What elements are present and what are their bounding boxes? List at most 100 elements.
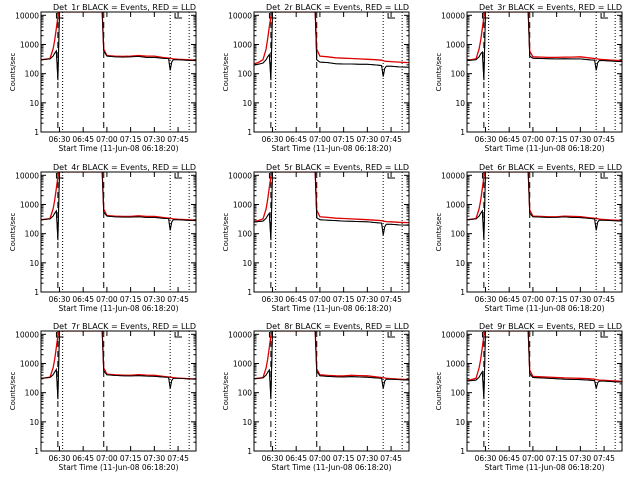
x-tick-label: 07:45 [380, 454, 402, 463]
x-tick-label: 07:30 [144, 454, 166, 463]
y-tick-label: 1000 [233, 359, 252, 368]
plot-frame [253, 330, 410, 452]
series-line-events-overlay [467, 172, 622, 241]
y-tick-label: 1 [460, 288, 465, 297]
y-axis-label: Counts/sec [9, 372, 17, 411]
y-tick-label: 1 [247, 128, 252, 137]
x-tick-label: 07:30 [570, 454, 592, 463]
x-tick-label: 06:45 [285, 454, 307, 463]
panel-title: Det_1r BLACK = Events, RED = LLD [53, 3, 196, 12]
panel-1: Det_1r BLACK = Events, RED = LLD 1 10 100 10… [9, 3, 197, 153]
plot-frame [40, 330, 197, 452]
y-tick-label: 100 [451, 389, 466, 398]
y-tick-label: 1000 [446, 359, 465, 368]
plot-frame [253, 11, 410, 133]
x-tick-label: 07:30 [357, 454, 379, 463]
y-tick-label: 1 [460, 447, 465, 456]
y-tick-label: 1 [247, 447, 252, 456]
x-tick-label: 06:45 [72, 135, 94, 144]
series-line-events [254, 331, 409, 400]
x-axis-label: Start Time (11-Jun-08 06:18:20) [485, 463, 605, 472]
x-tick-label: 07:15 [120, 454, 142, 463]
y-axis-label: Counts/sec [9, 53, 17, 92]
x-tick-label: 07:45 [380, 135, 402, 144]
x-tick-label: 07:15 [546, 454, 568, 463]
series-line-events-overlay [254, 12, 409, 81]
series-line-lld [254, 172, 409, 224]
series-line-events-overlay [467, 12, 622, 81]
x-tick-label: 06:30 [475, 454, 497, 463]
plot-frame [466, 330, 623, 452]
x-tick-label: 06:30 [262, 135, 284, 144]
y-tick-label: 100 [238, 389, 253, 398]
y-tick-label: 100 [238, 230, 253, 239]
y-tick-label: 1000 [446, 200, 465, 209]
panel-title: Det_4r BLACK = Events, RED = LLD [53, 163, 196, 172]
y-tick-label: 10000 [441, 171, 465, 180]
x-tick-label: 07:00 [309, 454, 331, 463]
x-tick-label: 07:30 [144, 295, 166, 304]
y-tick-label: 100 [25, 389, 40, 398]
x-axis-label: Start Time (11-Jun-08 06:18:20) [59, 463, 179, 472]
x-tick-label: 07:45 [593, 135, 615, 144]
plot-frame [253, 171, 410, 293]
y-tick-label: 10 [242, 99, 252, 108]
bracket-annotation [268, 173, 277, 179]
bracket-annotation [600, 13, 609, 19]
panel-title: Det_8r BLACK = Events, RED = LLD [266, 322, 409, 331]
panel-title: Det_2r BLACK = Events, RED = LLD [266, 3, 409, 12]
y-tick-label: 100 [451, 230, 466, 239]
series-line-lld [41, 172, 196, 221]
y-tick-label: 1 [34, 288, 39, 297]
panel-title: Det_6r BLACK = Events, RED = LLD [479, 163, 622, 172]
x-tick-label: 07:45 [167, 135, 189, 144]
panel-8: Det_8r BLACK = Events, RED = LLD 1 10 100 10… [222, 322, 410, 472]
series-line-events-overlay [41, 12, 196, 81]
panel-title: Det_5r BLACK = Events, RED = LLD [266, 163, 409, 172]
bracket-annotation [268, 332, 277, 338]
x-axis-label: Start Time (11-Jun-08 06:18:20) [59, 144, 179, 153]
x-tick-label: 07:00 [522, 135, 544, 144]
x-axis-label: Start Time (11-Jun-08 06:18:20) [485, 144, 605, 153]
panel-3: Det_3r BLACK = Events, RED = LLD 1 10 100 10… [435, 3, 623, 153]
y-tick-label: 10 [29, 418, 39, 427]
x-tick-label: 07:00 [96, 454, 118, 463]
series-line-events-overlay [254, 331, 409, 400]
series-line-events [41, 172, 196, 241]
x-tick-label: 06:30 [262, 454, 284, 463]
x-tick-label: 07:00 [522, 295, 544, 304]
y-axis-label: Counts/sec [435, 372, 443, 411]
bracket-annotation [268, 13, 277, 19]
x-tick-label: 06:30 [49, 454, 71, 463]
x-tick-label: 06:45 [498, 135, 520, 144]
series-line-lld [254, 331, 409, 381]
series-line-events [41, 331, 196, 400]
y-tick-label: 1000 [20, 40, 39, 49]
x-tick-label: 07:30 [357, 295, 379, 304]
panel-title: Det_3r BLACK = Events, RED = LLD [479, 3, 622, 12]
x-tick-label: 07:15 [546, 135, 568, 144]
y-axis-label: Counts/sec [222, 213, 230, 252]
y-tick-label: 100 [238, 70, 253, 79]
x-tick-label: 06:45 [72, 295, 94, 304]
series-line-lld [254, 12, 409, 65]
series-line-events-overlay [254, 172, 409, 241]
series-line-events-overlay [41, 172, 196, 241]
x-tick-label: 07:15 [333, 454, 355, 463]
y-axis-label: Counts/sec [222, 53, 230, 92]
x-tick-label: 06:45 [285, 135, 307, 144]
x-axis-label: Start Time (11-Jun-08 06:18:20) [272, 463, 392, 472]
x-tick-label: 07:15 [333, 135, 355, 144]
series-line-lld [467, 331, 622, 382]
y-tick-label: 10000 [441, 330, 465, 339]
x-tick-label: 07:45 [167, 454, 189, 463]
y-tick-label: 10 [455, 259, 465, 268]
plot-frame [466, 11, 623, 133]
y-axis-label: Counts/sec [9, 213, 17, 252]
x-tick-label: 07:45 [593, 454, 615, 463]
panel-2: Det_2r BLACK = Events, RED = LLD 1 10 100 10… [222, 3, 410, 153]
y-tick-label: 10 [455, 418, 465, 427]
y-tick-label: 10000 [15, 330, 39, 339]
y-tick-label: 10000 [228, 11, 252, 20]
y-tick-label: 1000 [233, 200, 252, 209]
